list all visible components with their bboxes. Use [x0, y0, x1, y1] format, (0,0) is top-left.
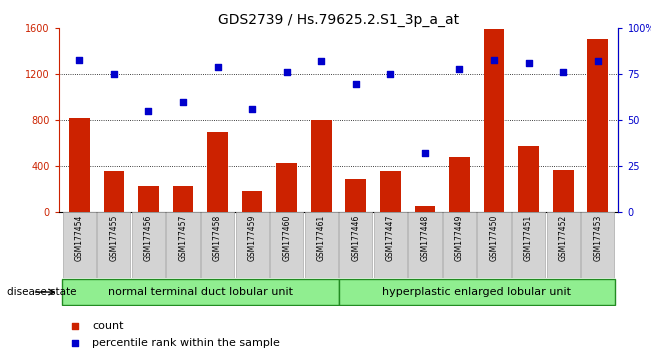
Point [316, 59, 326, 64]
Point [281, 70, 292, 75]
Point [486, 105, 497, 110]
Point [523, 61, 534, 66]
Text: GSM177460: GSM177460 [282, 215, 291, 261]
Bar [339, 212, 372, 278]
Point [247, 107, 257, 112]
Point [143, 108, 154, 114]
Point [385, 72, 396, 77]
Bar [207, 132, 228, 212]
Bar [512, 212, 545, 278]
Bar [132, 212, 165, 278]
Bar [104, 171, 124, 212]
Bar [339, 279, 615, 305]
Bar [581, 212, 615, 278]
Point [486, 266, 497, 271]
Bar [270, 212, 303, 278]
Point [178, 99, 188, 105]
Bar [62, 279, 339, 305]
Point [592, 59, 603, 64]
Text: GSM177454: GSM177454 [75, 215, 84, 261]
Bar [484, 29, 505, 212]
Bar [547, 212, 580, 278]
Text: GSM177448: GSM177448 [421, 215, 430, 261]
Bar [305, 212, 338, 278]
Text: GSM177451: GSM177451 [524, 215, 533, 261]
Text: GSM177453: GSM177453 [593, 215, 602, 261]
Text: hyperplastic enlarged lobular unit: hyperplastic enlarged lobular unit [382, 287, 572, 297]
Bar [518, 146, 539, 212]
Bar [62, 212, 96, 278]
Bar [201, 212, 234, 278]
Text: GSM177455: GSM177455 [109, 215, 118, 261]
Text: GSM177446: GSM177446 [352, 215, 360, 261]
Text: GSM177457: GSM177457 [178, 215, 187, 261]
Text: GSM177459: GSM177459 [247, 215, 256, 261]
Bar [173, 186, 193, 212]
Bar [415, 206, 436, 212]
Text: count: count [92, 321, 124, 331]
Text: GSM177458: GSM177458 [213, 215, 222, 261]
Bar [69, 118, 90, 212]
Text: disease state: disease state [7, 287, 76, 297]
Point [420, 151, 430, 156]
Text: GSM177449: GSM177449 [455, 215, 464, 261]
Bar [449, 157, 470, 212]
Point [212, 64, 223, 70]
Point [74, 57, 85, 62]
Bar [443, 212, 476, 278]
Bar [236, 212, 269, 278]
Text: GSM177450: GSM177450 [490, 215, 499, 261]
Bar [346, 179, 366, 212]
Text: GSM177456: GSM177456 [144, 215, 153, 261]
Point [454, 66, 465, 72]
Point [109, 72, 119, 77]
Text: normal terminal duct lobular unit: normal terminal duct lobular unit [108, 287, 293, 297]
Bar [408, 212, 441, 278]
Bar [242, 190, 262, 212]
Bar [311, 120, 331, 212]
Bar [167, 212, 200, 278]
Bar [374, 212, 407, 278]
Point [351, 81, 361, 86]
Point [558, 70, 568, 75]
Bar [138, 186, 159, 212]
Text: percentile rank within the sample: percentile rank within the sample [92, 338, 280, 348]
Bar [97, 212, 130, 278]
Bar [553, 170, 574, 212]
Text: GSM177461: GSM177461 [317, 215, 326, 261]
Title: GDS2739 / Hs.79625.2.S1_3p_a_at: GDS2739 / Hs.79625.2.S1_3p_a_at [218, 13, 459, 27]
Bar [276, 163, 297, 212]
Point [489, 57, 499, 62]
Bar [477, 212, 510, 278]
Text: GSM177447: GSM177447 [386, 215, 395, 261]
Bar [587, 39, 608, 212]
Text: GSM177452: GSM177452 [559, 215, 568, 261]
Bar [380, 171, 401, 212]
